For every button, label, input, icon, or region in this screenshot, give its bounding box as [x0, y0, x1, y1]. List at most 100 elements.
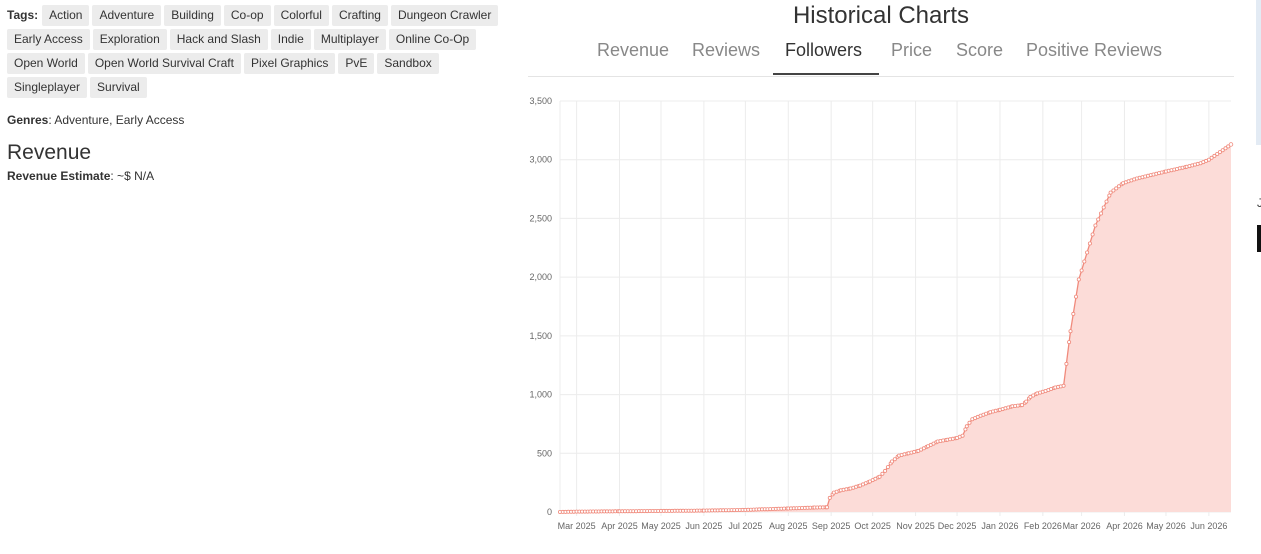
data-point [1226, 144, 1231, 149]
tag-chip[interactable]: Exploration [92, 29, 167, 50]
data-point [1217, 150, 1222, 155]
game-info-panel: Tags: Action Adventure Building Co-op Colorf… [7, 0, 522, 183]
tag-chip[interactable]: Crafting [331, 5, 388, 26]
data-point [967, 420, 972, 425]
series-area [560, 144, 1231, 512]
data-point [1082, 259, 1087, 264]
data-point [960, 433, 965, 438]
x-tick-label: Dec 2025 [938, 521, 977, 531]
tag-chip[interactable]: Open World Survival Craft [87, 53, 241, 74]
revenue-heading: Revenue [7, 141, 92, 164]
data-point [1206, 157, 1211, 162]
tag-chip[interactable]: Singleplayer [7, 77, 88, 98]
x-tick-label: May 2026 [1146, 521, 1186, 531]
genres-label: Genres [7, 113, 49, 127]
tag-chip[interactable]: Open World [7, 53, 85, 74]
tag-chip[interactable]: Pixel Graphics [243, 53, 336, 74]
data-point [1096, 217, 1101, 222]
data-point [1074, 294, 1079, 299]
data-point [880, 471, 885, 476]
data-point [1020, 403, 1025, 408]
tab-followers[interactable]: Followers [785, 40, 863, 60]
tab-revenue[interactable]: Revenue [597, 40, 670, 60]
y-tick-label: 2,500 [529, 213, 552, 223]
edge-text: J [1257, 196, 1261, 210]
tag-chip[interactable]: Early Access [7, 29, 90, 50]
data-point [824, 505, 829, 510]
data-point [1220, 148, 1225, 153]
chart-heading: Historical Charts [792, 2, 970, 29]
data-point [892, 457, 897, 462]
tags-list: Tags: Action Adventure Building Co-op Colorf… [7, 5, 512, 98]
data-point [1209, 155, 1214, 160]
data-point [1079, 268, 1084, 273]
data-point [1114, 186, 1119, 191]
data-point [889, 459, 894, 464]
tag-chip[interactable]: Indie [270, 29, 311, 50]
tag-chip[interactable]: Survival [90, 77, 147, 98]
data-point [1085, 250, 1090, 255]
y-tick-label: 3,500 [529, 96, 552, 106]
data-point [1067, 340, 1072, 345]
revenue-estimate-value: : ~$ N/A [110, 169, 155, 183]
y-tick-label: 1,000 [529, 390, 552, 400]
data-point [1076, 277, 1081, 282]
data-point [1090, 232, 1095, 237]
followers-chart: 0 500 1,000 1,500 2,000 2,500 3,000 3,500 Mar 20… [529, 96, 1234, 531]
scrollbar-track[interactable] [1256, 0, 1261, 145]
y-tick-label: 500 [537, 448, 552, 458]
x-tick-label: Jan 2026 [981, 521, 1018, 531]
genres-line: Genres: Adventure, Early Access [7, 113, 522, 127]
tag-chip[interactable]: Adventure [92, 5, 162, 26]
data-point [1064, 361, 1069, 366]
data-point [1024, 399, 1029, 404]
data-point [1215, 152, 1220, 157]
x-tick-label: Sep 2025 [812, 521, 851, 531]
tag-chip[interactable]: Colorful [273, 5, 329, 26]
x-tick-label: Nov 2025 [896, 521, 935, 531]
x-tick-label: Feb 2026 [1024, 521, 1062, 531]
genres-value: : Adventure, Early Access [48, 113, 185, 127]
tag-chip[interactable]: Dungeon Crawler [390, 5, 499, 26]
tag-chip[interactable]: Multiplayer [313, 29, 386, 50]
historical-charts-panel: Historical Charts Revenue Reviews Follow… [528, 0, 1234, 531]
data-point [1061, 383, 1066, 388]
data-point [1071, 311, 1076, 316]
tags-label: Tags: [7, 8, 39, 22]
x-tick-label: Aug 2025 [769, 521, 808, 531]
x-tick-label: Oct 2025 [854, 521, 891, 531]
data-point [1099, 211, 1104, 216]
data-point [1228, 142, 1234, 147]
x-tick-label: Mar 2026 [1063, 521, 1101, 531]
data-point [1093, 223, 1098, 228]
y-tick-label: 1,500 [529, 331, 552, 341]
x-tick-label: Apr 2026 [1106, 521, 1143, 531]
tag-chip[interactable]: Online Co-Op [388, 29, 477, 50]
tag-chip[interactable]: Sandbox [377, 53, 439, 74]
edge-button[interactable] [1257, 225, 1261, 252]
tag-chip[interactable]: Hack and Slash [169, 29, 268, 50]
tab-positive-reviews[interactable]: Positive Reviews [1026, 40, 1163, 60]
revenue-estimate-line: Revenue Estimate: ~$ N/A [7, 169, 522, 183]
data-point [883, 468, 888, 473]
tag-chip[interactable]: Building [164, 5, 221, 26]
data-point [827, 495, 832, 500]
x-tick-label: Mar 2025 [558, 521, 596, 531]
data-point [885, 465, 890, 470]
x-tick-label: May 2025 [641, 521, 681, 531]
data-point [1104, 199, 1109, 204]
data-point [964, 424, 969, 429]
tab-score[interactable]: Score [956, 40, 1004, 60]
tab-price[interactable]: Price [891, 40, 933, 60]
tab-reviews[interactable]: Reviews [692, 40, 761, 60]
y-tick-label: 0 [547, 507, 552, 517]
chart-tabs: Revenue Reviews Followers Price Score Po… [528, 36, 1234, 77]
data-point [1212, 153, 1217, 158]
data-point [963, 427, 968, 432]
tag-chip[interactable]: Action [42, 5, 90, 26]
active-tab-indicator [773, 73, 879, 75]
data-point [877, 474, 882, 479]
data-point [1087, 241, 1092, 246]
tag-chip[interactable]: Co-op [223, 5, 271, 26]
tag-chip[interactable]: PvE [338, 53, 375, 74]
